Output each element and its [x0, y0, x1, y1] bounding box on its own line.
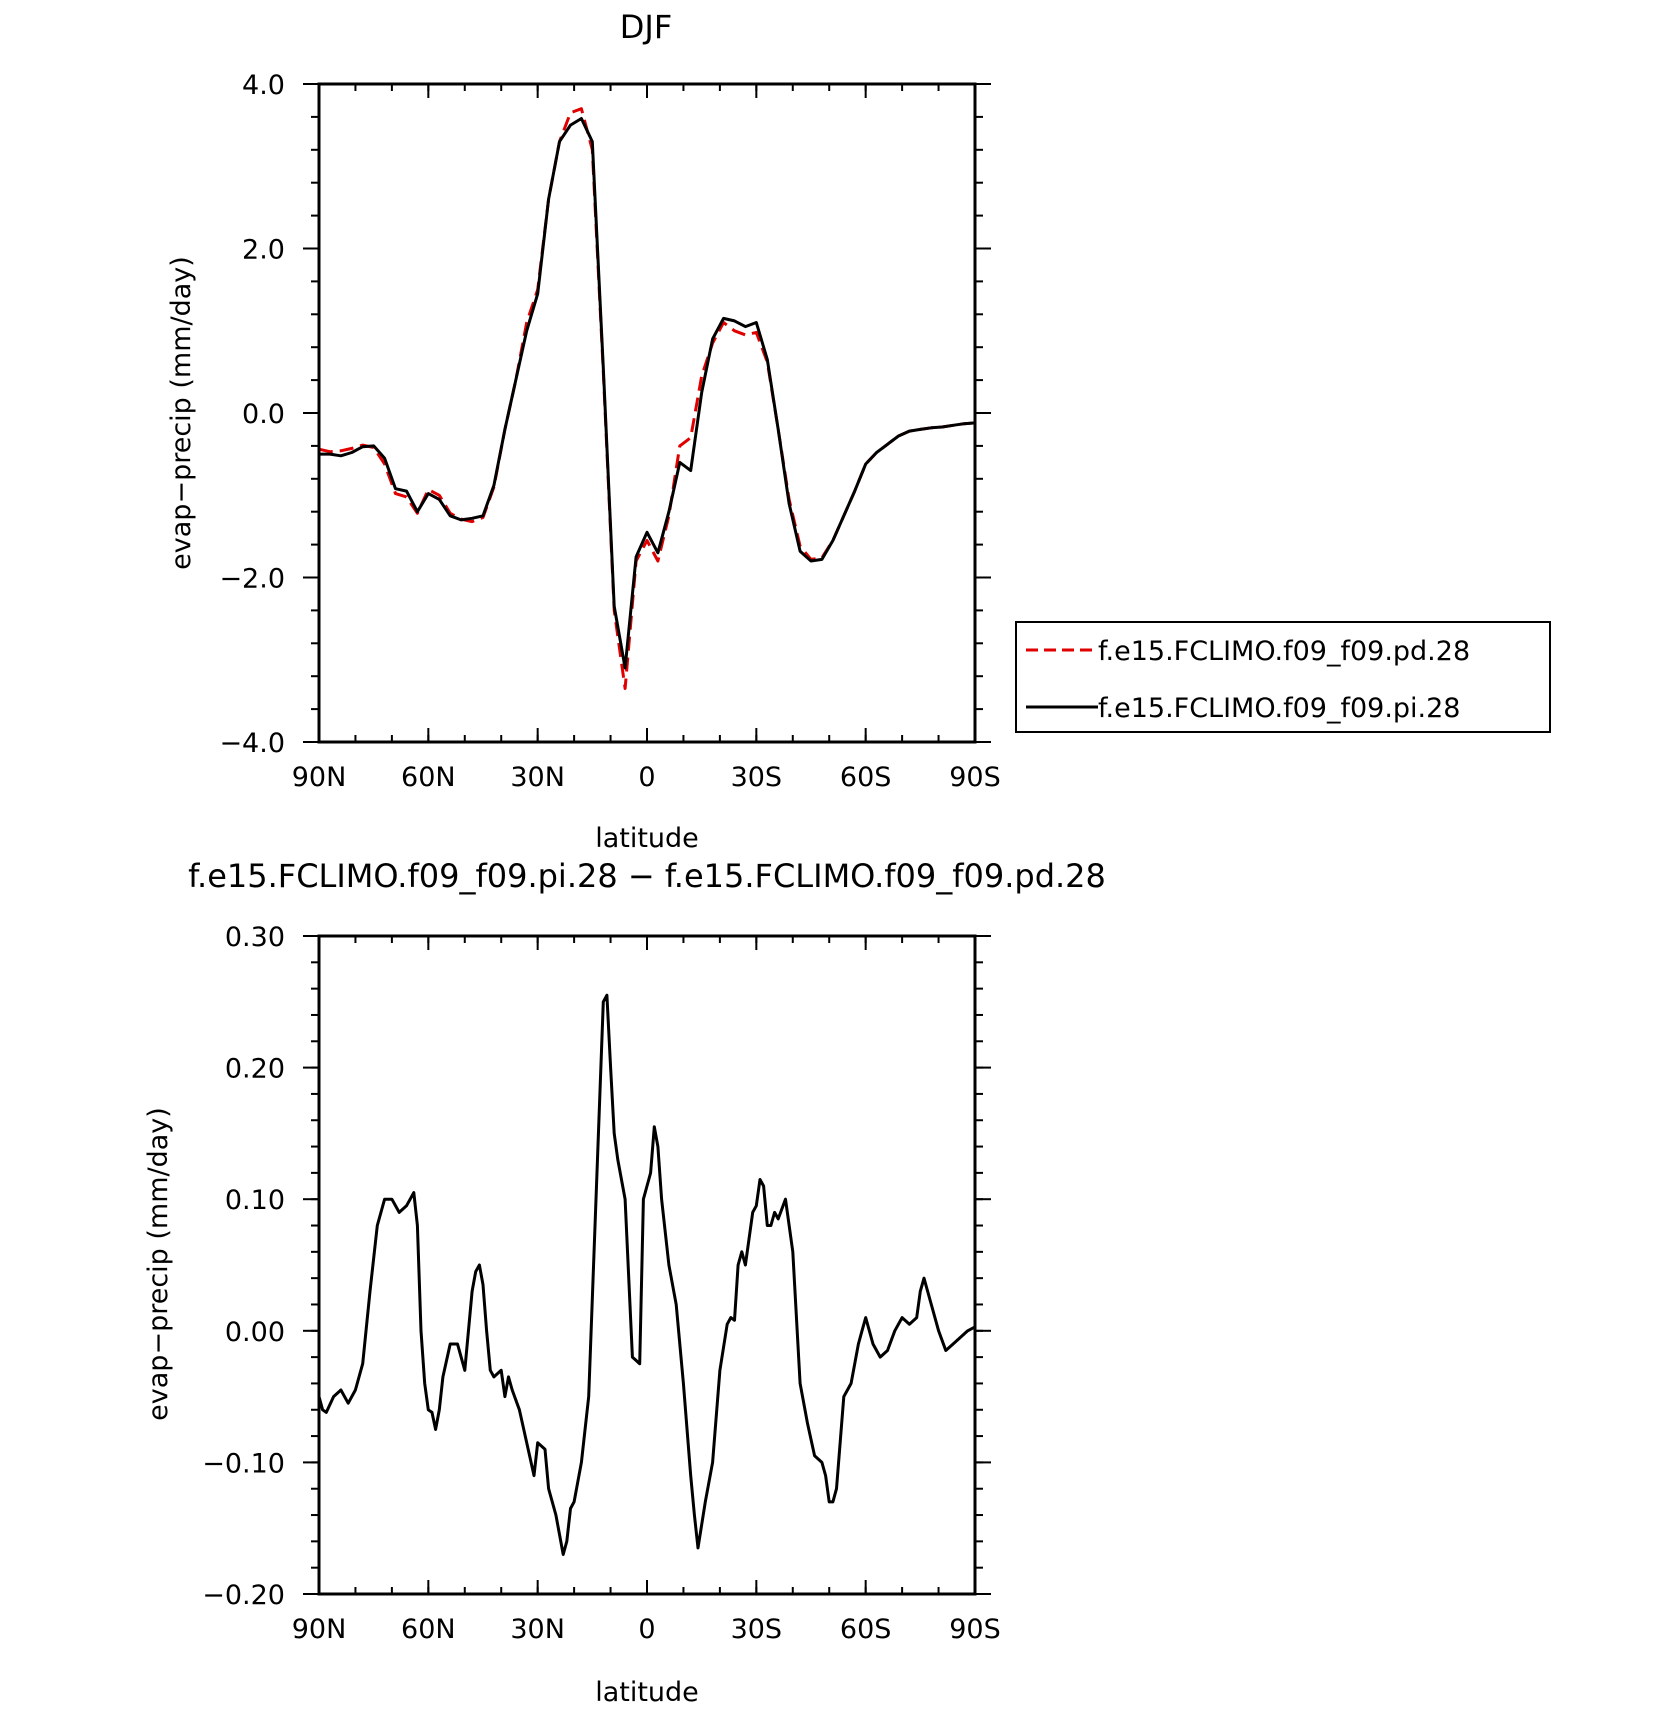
x-tick-label: 30N	[510, 1614, 565, 1645]
y-tick-label: 0.0	[242, 399, 285, 430]
x-tick-label: 0	[638, 1614, 655, 1645]
y-tick-label: −0.20	[202, 1580, 285, 1611]
y-tick-label: 4.0	[242, 70, 285, 101]
x-tick-label: 30S	[731, 762, 783, 793]
x-tick-label: 60S	[840, 762, 892, 793]
top-panel: DJF 90N 60N 30N 0 30S 60S 90S −4.0 −2.0 0.0 2.0 4.0…	[166, 8, 1001, 854]
y-tick-label: 0.20	[225, 1054, 285, 1085]
bottom-panel: f.e15.FCLIMO.f09_f09.pi.28 − f.e15.FCLIM…	[143, 857, 1106, 1708]
bottom-x-axis-label: latitude	[595, 1677, 699, 1708]
top-x-axis-label: latitude	[595, 823, 699, 854]
bottom-plot-frame	[317, 934, 977, 1596]
y-tick-label: −0.10	[202, 1448, 285, 1479]
top-y-axis-label: evap−precip (mm/day)	[166, 256, 197, 570]
y-tick-label: 0.10	[225, 1185, 285, 1216]
y-tick-label: −4.0	[219, 728, 285, 759]
y-tick-label: 2.0	[242, 235, 285, 266]
legend: f.e15.FCLIMO.f09_f09.pd.28 f.e15.FCLIMO.…	[1015, 621, 1551, 733]
x-tick-label: 60N	[401, 1614, 456, 1645]
x-tick-label: 90S	[949, 762, 1001, 793]
x-tick-label: 90S	[949, 1614, 1001, 1645]
top-series-group	[318, 107, 976, 690]
x-tick-label: 90N	[292, 1614, 347, 1645]
legend-box	[1015, 621, 1551, 733]
bottom-series-group	[317, 993, 976, 1556]
y-tick-label: 0.30	[225, 922, 285, 953]
x-tick-label: 0	[638, 762, 655, 793]
top-axis-ticks: 90N 60N 30N 0 30S 60S 90S −4.0 −2.0 0.0 2.0 4.0	[219, 70, 1000, 793]
top-plot-frame	[317, 82, 977, 744]
x-tick-label: 60S	[840, 1614, 892, 1645]
x-tick-label: 30N	[510, 762, 565, 793]
x-tick-label: 30S	[731, 1614, 783, 1645]
x-tick-label: 90N	[292, 762, 347, 793]
legend-label-pi28: f.e15.FCLIMO.f09_f09.pi.28	[1098, 693, 1460, 724]
series-line-f-e15-fclimo-f09-f09-pd-28	[318, 107, 976, 690]
series-line-difference	[317, 993, 976, 1556]
bottom-y-axis-label: evap−precip (mm/day)	[143, 1107, 174, 1421]
chart-title-djf: DJF	[620, 8, 672, 46]
legend-label-pd28: f.e15.FCLIMO.f09_f09.pd.28	[1098, 636, 1470, 667]
y-tick-label: 0.00	[225, 1317, 285, 1348]
y-tick-label: −2.0	[219, 564, 285, 595]
chart-title-difference: f.e15.FCLIMO.f09_f09.pi.28 − f.e15.FCLIM…	[188, 857, 1106, 895]
series-line-f-e15-fclimo-f09-f09-pi-28	[319, 117, 976, 670]
x-tick-label: 60N	[401, 762, 456, 793]
